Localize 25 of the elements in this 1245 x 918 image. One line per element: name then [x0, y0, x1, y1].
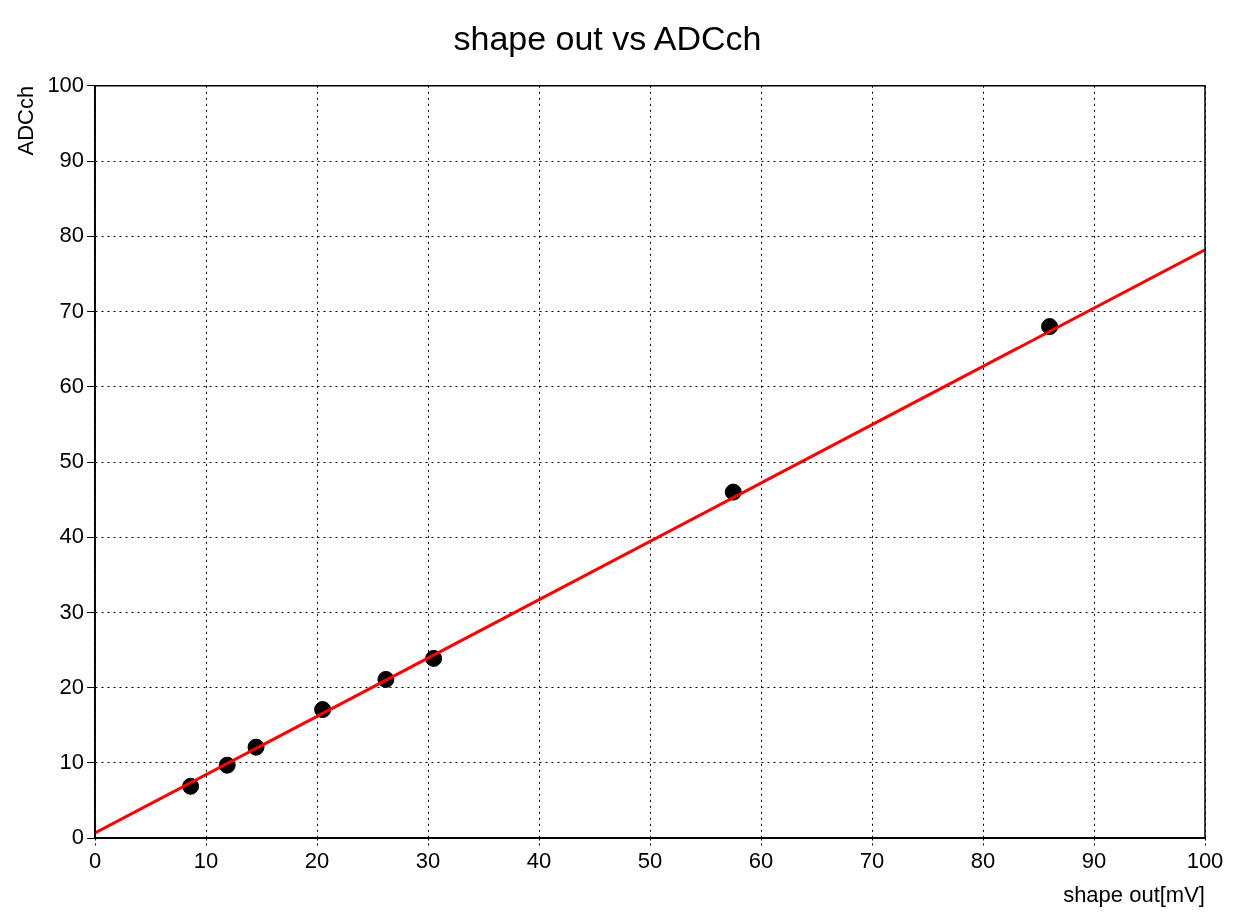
x-tick-label: 30: [415, 848, 441, 874]
x-tick-label: 20: [304, 848, 330, 874]
chart-title: shape out vs ADCch: [453, 18, 762, 57]
y-tick-label: 0: [71, 824, 85, 850]
y-tick-label: 40: [59, 523, 85, 549]
x-tick-label: 10: [193, 848, 219, 874]
y-tick-label: 70: [59, 297, 85, 323]
x-tick-label: 80: [970, 848, 996, 874]
y-axis-title: ADCch: [13, 85, 39, 156]
x-tick-label: 60: [748, 848, 774, 874]
x-tick-label: 70: [859, 848, 885, 874]
x-tick-label: 0: [88, 848, 102, 874]
y-tick-label: 30: [59, 598, 85, 624]
y-tick-label: 60: [59, 372, 85, 398]
y-tick-label: 50: [59, 448, 85, 474]
x-tick-label: 100: [1186, 848, 1224, 874]
y-tick-label: 20: [59, 673, 85, 699]
x-tick-label: 40: [526, 848, 552, 874]
x-tick-label: 50: [637, 848, 663, 874]
y-tick-label: 80: [59, 222, 85, 248]
y-tick-label: 90: [59, 147, 85, 173]
y-tick-label: 10: [59, 749, 85, 775]
x-tick-label: 90: [1081, 848, 1107, 874]
x-axis-title: shape out[mV]: [1063, 881, 1205, 907]
y-tick-label: 100: [47, 71, 85, 97]
